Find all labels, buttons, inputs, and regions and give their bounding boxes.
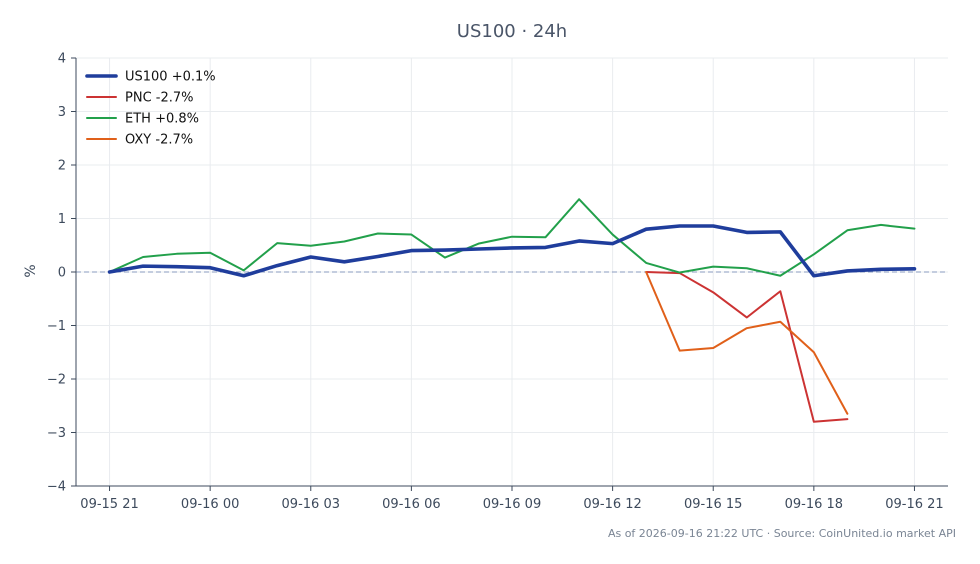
x-tick-label: 09-16 00 [181, 497, 239, 512]
y-tick-label: 1 [58, 212, 66, 227]
legend-label-eth: ETH +0.8% [125, 112, 199, 127]
y-tick-label: −1 [47, 319, 66, 334]
y-tick-label: 2 [58, 159, 66, 174]
y-tick-label: 0 [58, 266, 66, 281]
series-lines [107, 198, 917, 423]
y-tick-label: −2 [47, 373, 66, 388]
legend-label-us100: US100 +0.1% [125, 70, 216, 85]
x-tick-label: 09-16 06 [382, 497, 440, 512]
y-axis-label: % [23, 264, 39, 277]
y-tick-label: 3 [58, 105, 66, 120]
y-tick-label: −3 [47, 426, 66, 441]
series-line-pnc [645, 271, 849, 423]
x-tick-label: 09-16 03 [282, 497, 340, 512]
x-tick-label: 09-15 21 [80, 497, 138, 512]
x-tick-label: 09-16 18 [785, 497, 843, 512]
legend-label-pnc: PNC -2.7% [125, 91, 194, 106]
y-tick-label: 4 [58, 52, 66, 67]
series-line-oxy [645, 271, 849, 415]
series-line-eth [108, 198, 916, 277]
legend: US100 +0.1% PNC -2.7% ETH +0.8% OXY -2.7% [85, 70, 216, 148]
series-line-us100 [107, 224, 917, 278]
x-tick-label: 09-16 09 [483, 497, 541, 512]
chart-title: US100 · 24h [457, 21, 567, 42]
axes [71, 57, 948, 491]
x-tick-label: 09-16 15 [684, 497, 742, 512]
x-tick-label: 09-16 21 [885, 497, 943, 512]
x-tick-label: 09-16 12 [583, 497, 641, 512]
legend-label-oxy: OXY -2.7% [125, 133, 193, 148]
tick-labels: 4 3 2 1 0 −1 −2 −3 −4 09-15 21 09-16 00 09-16 03 09-… [47, 52, 944, 513]
data-source-note: As of 2026-09-16 21:22 UTC · Source: Coi… [608, 527, 956, 540]
y-tick-label: −4 [47, 480, 66, 495]
